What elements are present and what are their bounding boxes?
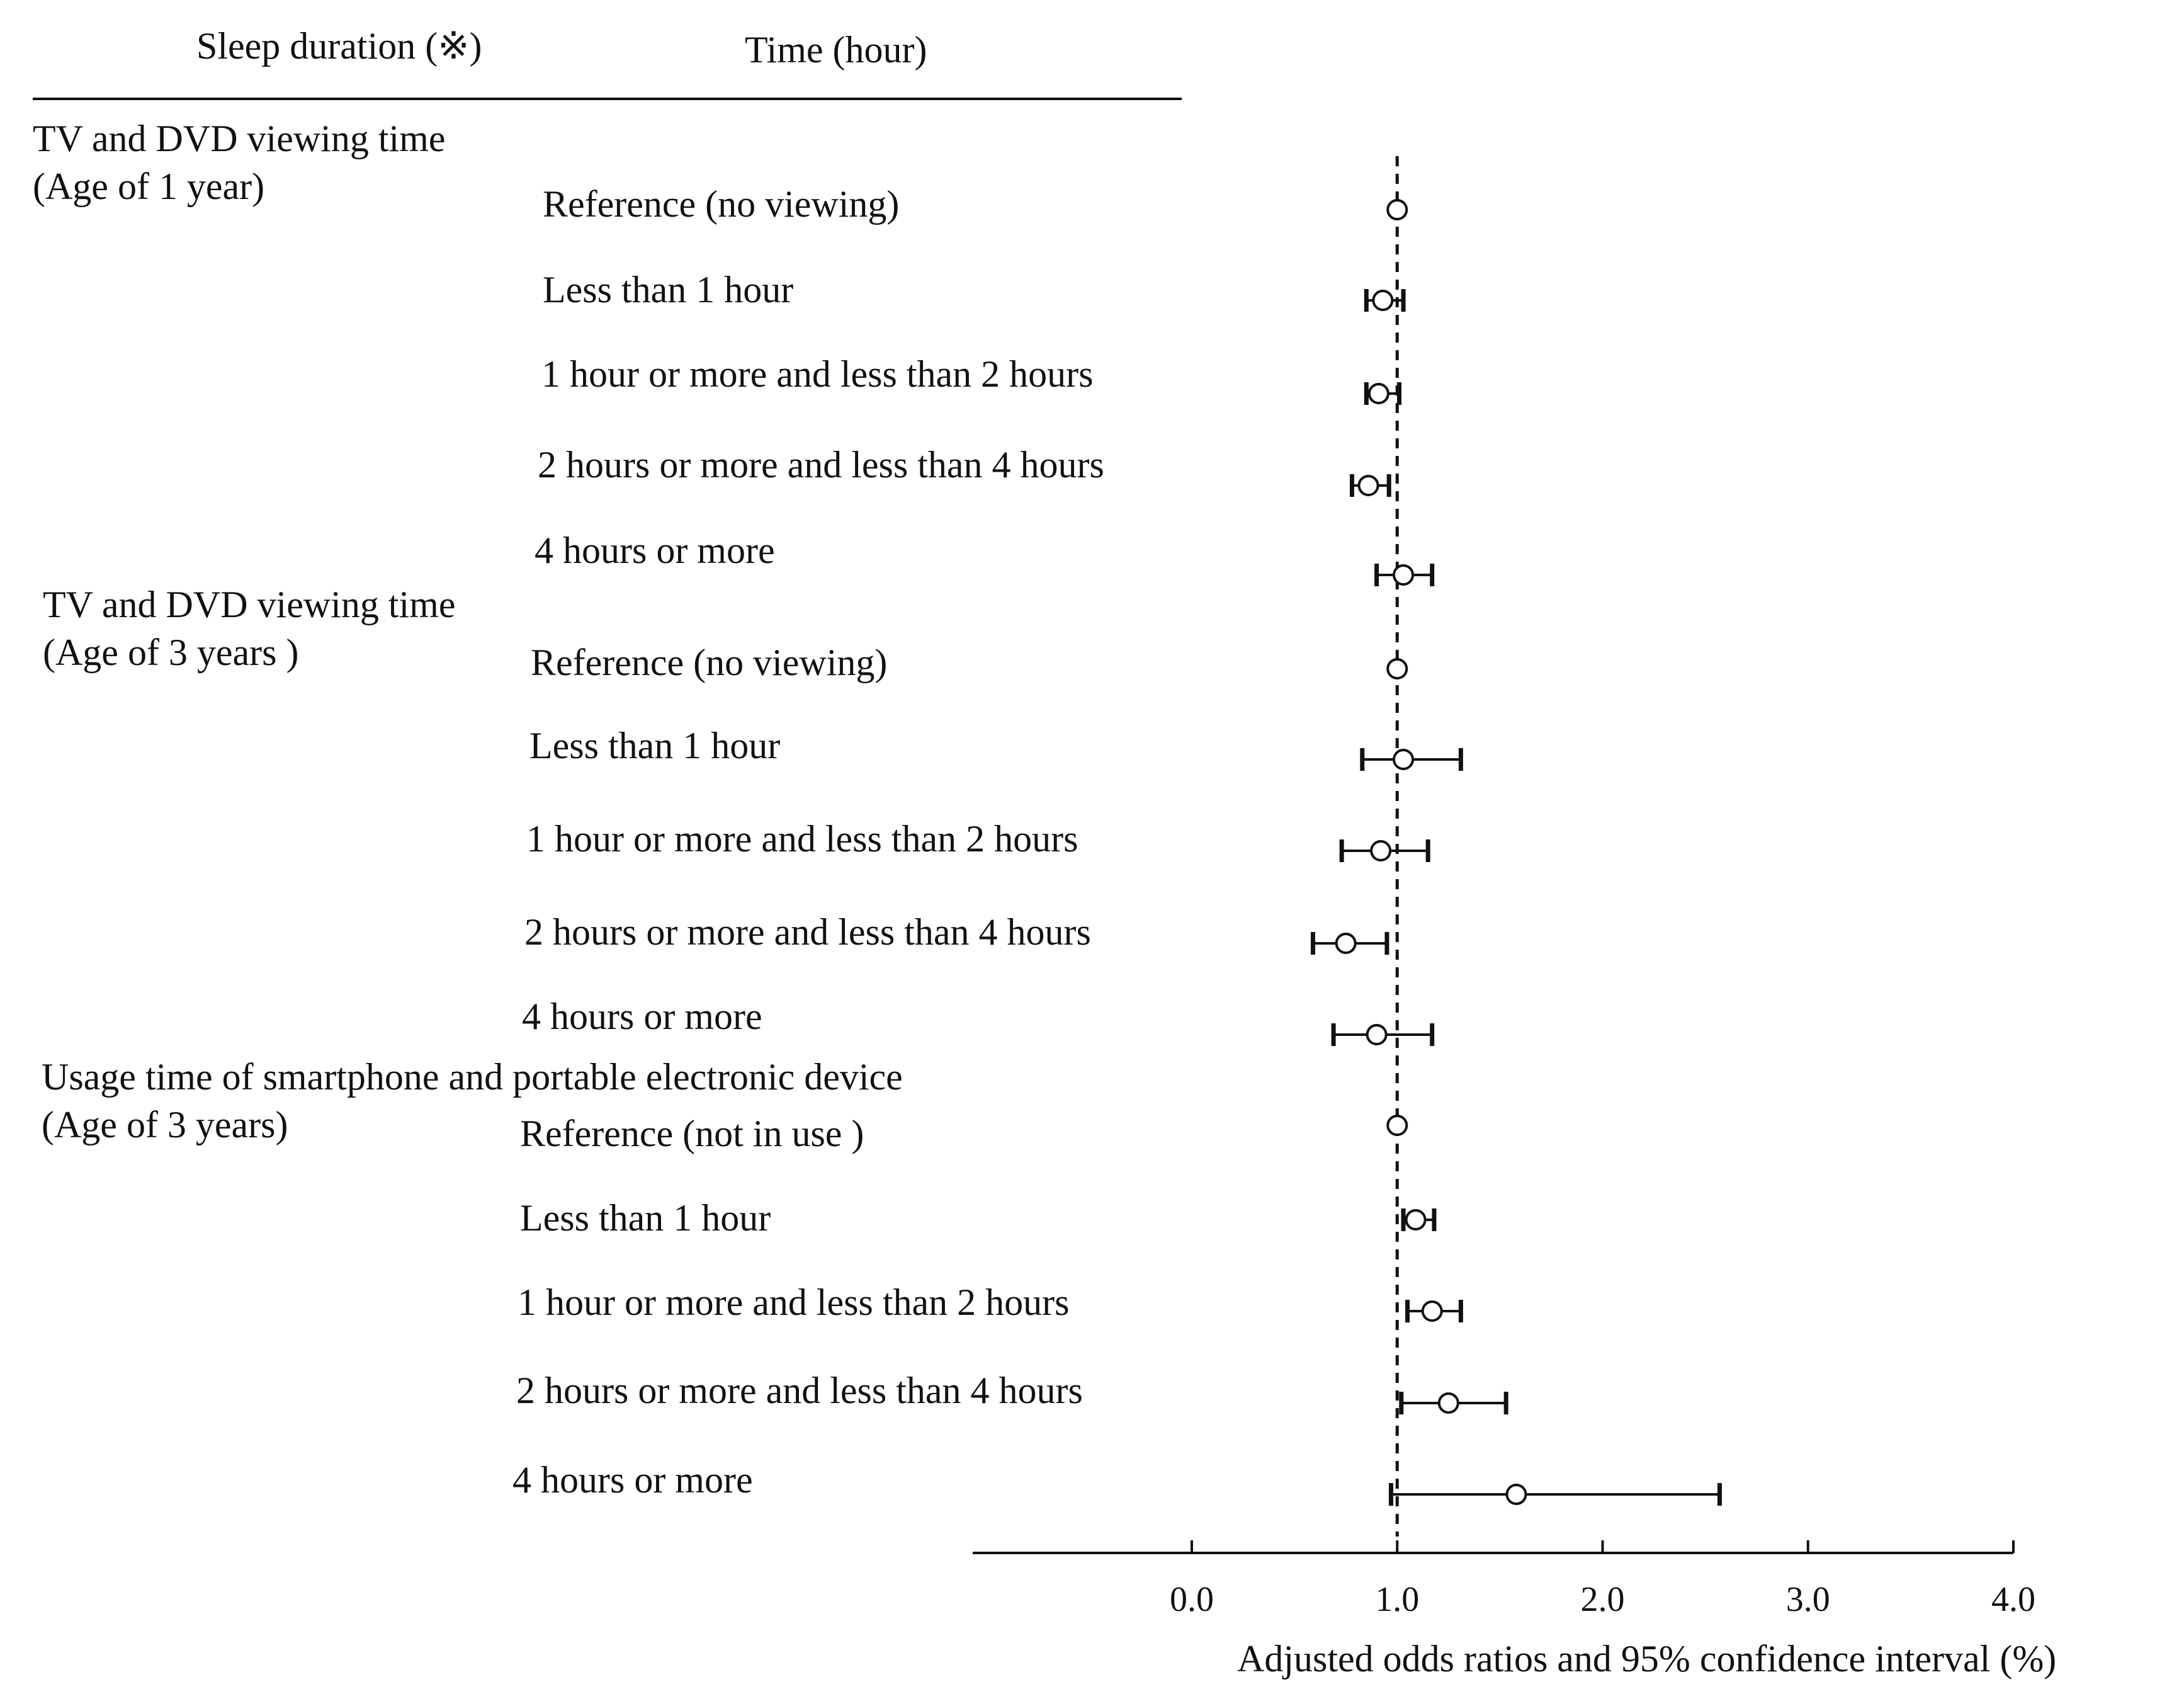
row-label: Reference (not in use ) [520,1113,864,1154]
data-point [1386,199,1408,220]
data-point [1364,382,1402,405]
odds-ratio-marker [1335,933,1357,954]
data-point [1399,1392,1508,1414]
x-axis-label: Adjusted odds ratios and 95% confidence … [1237,1638,2057,1680]
row-label: Reference (no viewing) [531,642,888,683]
group-label-line2: (Age of 3 years) [42,1104,288,1145]
header-sleep-duration: Sleep duration (※) [196,25,482,67]
odds-ratio-marker [1393,564,1415,586]
row-label: 2 hours or more and less than 4 hours [538,444,1104,486]
group-label-smartphone-age3: Usage time of smartphone and portable el… [42,1053,903,1149]
data-point [1364,289,1406,312]
row-label: 2 hours or more and less than 4 hours [516,1370,1083,1411]
odds-ratio-marker [1421,1300,1443,1322]
data-point [1374,564,1435,586]
odds-ratio-marker [1386,1115,1408,1136]
group-label-line1: Usage time of smartphone and portable el… [42,1056,903,1098]
x-tick-label: 3.0 [1786,1580,1830,1619]
data-point [1401,1208,1437,1231]
odds-ratio-marker [1386,199,1408,220]
group-label-line2: (Age of 1 year) [33,166,265,207]
row-label: 2 hours or more and less than 4 hours [524,911,1091,953]
odds-ratio-marker [1357,475,1379,496]
data-point [1388,1483,1722,1506]
x-tick-label: 4.0 [1991,1580,2035,1619]
header-rule [33,98,1182,100]
row-label: Less than 1 hour [529,725,781,766]
row-label: 1 hour or more and less than 2 hours [541,353,1094,395]
x-tick-label: 0.0 [1170,1580,1214,1619]
data-point [1339,839,1430,862]
odds-ratio-marker [1505,1484,1527,1505]
group-label-line2: (Age of 3 years ) [43,632,299,673]
data-point [1386,1115,1408,1136]
data-point [1386,658,1408,679]
data-point [1331,1023,1435,1046]
odds-ratio-marker [1386,658,1408,679]
odds-ratio-marker [1437,1392,1459,1414]
odds-ratio-marker [1405,1209,1427,1231]
x-tick-label: 1.0 [1375,1580,1419,1619]
odds-ratio-marker [1366,1024,1388,1045]
row-label: Less than 1 hour [543,269,794,310]
data-point [1360,748,1463,771]
group-label-line1: TV and DVD viewing time [43,584,456,625]
group-label-line1: TV and DVD viewing time [33,118,446,159]
row-label: 4 hours or more [522,996,762,1037]
row-label: 1 hour or more and less than 2 hours [526,818,1078,860]
row-label: 1 hour or more and less than 2 hours [518,1282,1070,1323]
x-tick-label: 2.0 [1581,1580,1625,1619]
odds-ratio-marker [1393,749,1415,770]
data-point [1310,932,1389,955]
data-point [1349,474,1391,497]
group-label-tv-age3: TV and DVD viewing time (Age of 3 years … [43,581,455,676]
odds-ratio-marker [1372,290,1394,311]
odds-ratio-marker [1367,383,1389,404]
group-label-tv-age1: TV and DVD viewing time (Age of 1 year) [33,115,445,210]
row-label: Reference (no viewing) [543,183,900,225]
data-point [1405,1300,1463,1322]
row-label: 4 hours or more [512,1459,753,1501]
row-label: Less than 1 hour [520,1197,771,1239]
row-label: 4 hours or more [535,530,775,571]
odds-ratio-marker [1370,840,1392,861]
header-time-hour: Time (hour) [745,29,927,71]
